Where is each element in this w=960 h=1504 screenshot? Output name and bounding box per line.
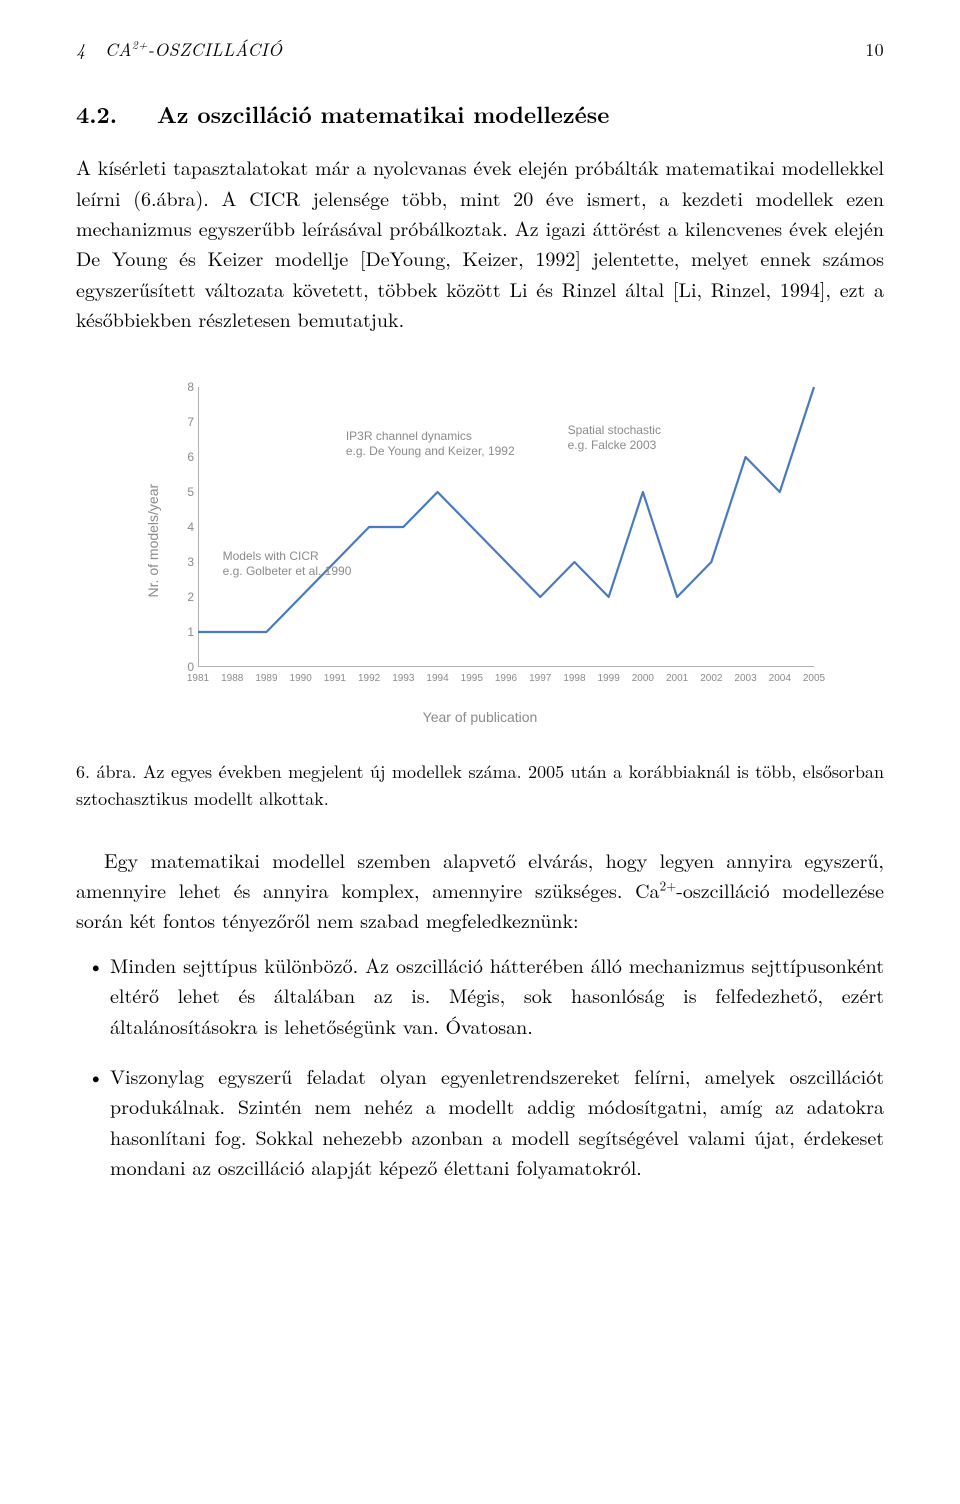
chart-row: Nr. of models/year 198119881989199019911…	[140, 381, 820, 701]
section-heading: 4.2. Az oszcilláció matematikai modellez…	[76, 97, 884, 132]
section-number: 4.2.	[76, 97, 117, 130]
running-header: 4 CA2+-OSZCILLÁCIÓ 10	[76, 36, 884, 63]
chart-annotation: Models with CICRe.g. Golbeter et al. 199…	[223, 549, 352, 579]
header-section-number: 4	[76, 37, 86, 62]
bullet-list: Minden sejttípus különböző. Az oszcillác…	[76, 950, 884, 1183]
paragraph-intro: A kísérleti tapasztalatokat már a nyolcv…	[76, 152, 884, 334]
x-axis-label: Year of publication	[140, 707, 820, 728]
y-axis-label: Nr. of models/year	[140, 381, 168, 701]
page: 4 CA2+-OSZCILLÁCIÓ 10 4.2. Az oszcilláci…	[0, 0, 960, 1504]
section-title: Az oszcilláció matematikai modellezése	[157, 97, 610, 130]
chart-annotation: IP3R channel dynamicse.g. De Young and K…	[346, 429, 515, 459]
figure: Nr. of models/year 198119881989199019911…	[140, 381, 820, 728]
chart-area: 1981198819891990199119921993199419951996…	[168, 381, 820, 701]
header-left: 4 CA2+-OSZCILLÁCIÓ	[76, 36, 282, 63]
bullet-item: Viszonylag egyszerű feladat olyan egyenl…	[76, 1061, 884, 1183]
header-page-number: 10	[865, 36, 884, 63]
paragraph-after-figure: Egy matematikai modellel szemben alapvet…	[76, 845, 884, 936]
header-section-label: CA2+-OSZCILLÁCIÓ	[105, 37, 283, 62]
figure-caption: 6. ábra. Az egyes években megjelent új m…	[76, 758, 884, 813]
chart-annotation: Spatial stochastice.g. Falcke 2003	[568, 423, 661, 453]
bullet-item: Minden sejttípus különböző. Az oszcillác…	[76, 950, 884, 1041]
